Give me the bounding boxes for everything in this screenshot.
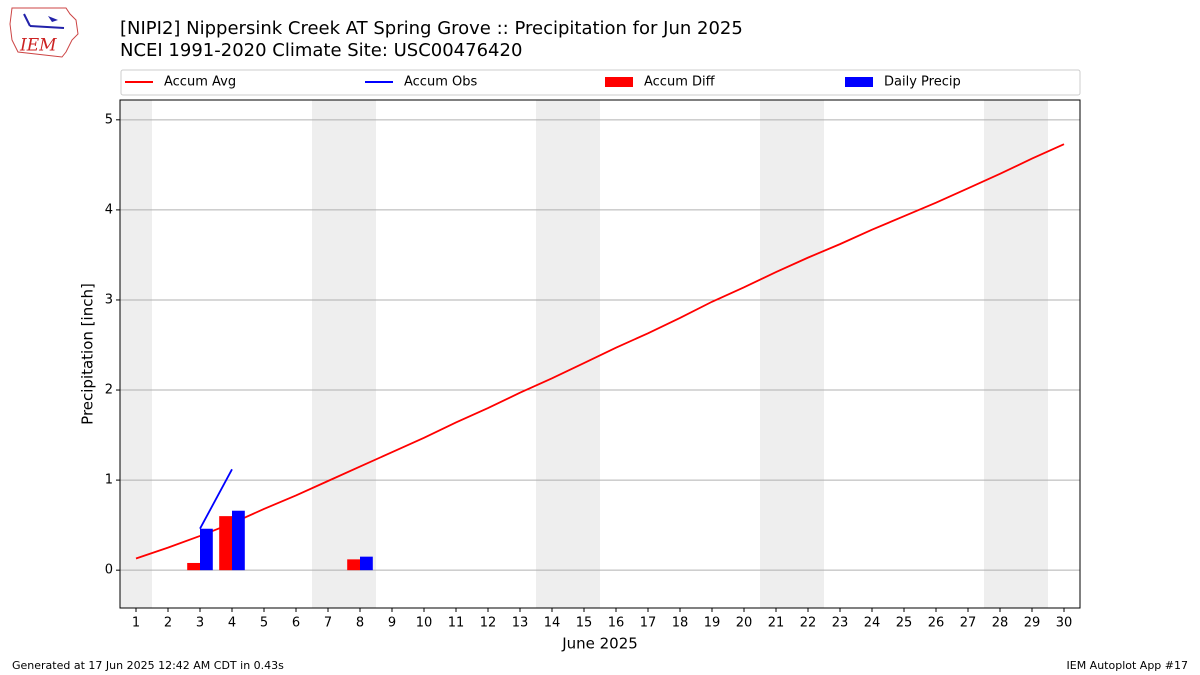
x-tick-label: 9 — [388, 616, 396, 631]
x-tick-label: 7 — [324, 616, 332, 631]
x-tick-label: 6 — [292, 616, 300, 631]
weekend-shade — [536, 100, 600, 608]
x-tick-label: 12 — [480, 616, 497, 631]
y-tick-label: 4 — [105, 202, 113, 217]
x-tick-label: 24 — [864, 616, 881, 631]
x-tick-label: 29 — [1024, 616, 1041, 631]
x-tick-label: 11 — [448, 616, 465, 631]
bar — [232, 510, 245, 571]
legend-swatch — [605, 77, 633, 87]
x-tick-label: 26 — [928, 616, 945, 631]
x-tick-label: 8 — [356, 616, 364, 631]
bar — [200, 528, 213, 571]
y-tick-label: 2 — [105, 383, 113, 398]
weekend-shade — [312, 100, 376, 608]
x-tick-label: 22 — [800, 616, 817, 631]
plot-frame — [119, 99, 1081, 609]
series-line — [199, 468, 233, 530]
x-axis-label: June 2025 — [561, 635, 638, 653]
y-tick-label: 3 — [105, 292, 113, 307]
x-tick-label: 13 — [512, 616, 529, 631]
weekend-shade — [984, 100, 1048, 608]
legend-label: Daily Precip — [884, 75, 961, 90]
x-tick-label: 5 — [260, 616, 268, 631]
x-tick-label: 20 — [736, 616, 753, 631]
x-tick-label: 14 — [544, 616, 561, 631]
y-tick-label: 0 — [105, 563, 113, 578]
footer-left: Generated at 17 Jun 2025 12:42 AM CDT in… — [12, 659, 284, 672]
x-tick-label: 15 — [576, 616, 593, 631]
x-tick-label: 2 — [164, 616, 172, 631]
legend-label: Accum Avg — [164, 75, 236, 90]
y-tick-label: 1 — [105, 473, 113, 488]
x-tick-label: 1 — [132, 616, 140, 631]
x-tick-label: 3 — [196, 616, 204, 631]
x-tick-label: 16 — [608, 616, 625, 631]
y-tick-label: 5 — [105, 112, 113, 127]
chart-subtitle: NCEI 1991-2020 Climate Site: USC00476420 — [120, 40, 522, 61]
legend — [120, 69, 1081, 96]
legend-swatch — [845, 77, 873, 87]
chart-title: [NIPI2] Nippersink Creek AT Spring Grove… — [120, 18, 743, 39]
x-tick-label: 30 — [1056, 616, 1073, 631]
weekend-shade — [760, 100, 824, 608]
bar — [187, 562, 200, 571]
x-tick-label: 21 — [768, 616, 785, 631]
x-tick-label: 19 — [704, 616, 721, 631]
x-tick-label: 25 — [896, 616, 913, 631]
x-tick-label: 28 — [992, 616, 1009, 631]
y-axis-label: Precipitation [inch] — [79, 283, 97, 425]
bar — [347, 559, 360, 571]
footer-right: IEM Autoplot App #17 — [1067, 659, 1189, 672]
x-tick-label: 27 — [960, 616, 977, 631]
x-tick-label: 18 — [672, 616, 689, 631]
x-tick-label: 4 — [228, 616, 236, 631]
logo-text: IEM — [19, 36, 57, 56]
bar — [360, 556, 373, 571]
bar — [219, 516, 232, 571]
x-tick-label: 23 — [832, 616, 849, 631]
weekend-shade — [120, 100, 152, 608]
x-tick-label: 10 — [416, 616, 433, 631]
legend-label: Accum Obs — [404, 75, 477, 90]
legend-label: Accum Diff — [644, 75, 716, 90]
logo: IEM — [9, 7, 79, 58]
x-tick-label: 17 — [640, 616, 657, 631]
series-line — [135, 143, 1065, 560]
